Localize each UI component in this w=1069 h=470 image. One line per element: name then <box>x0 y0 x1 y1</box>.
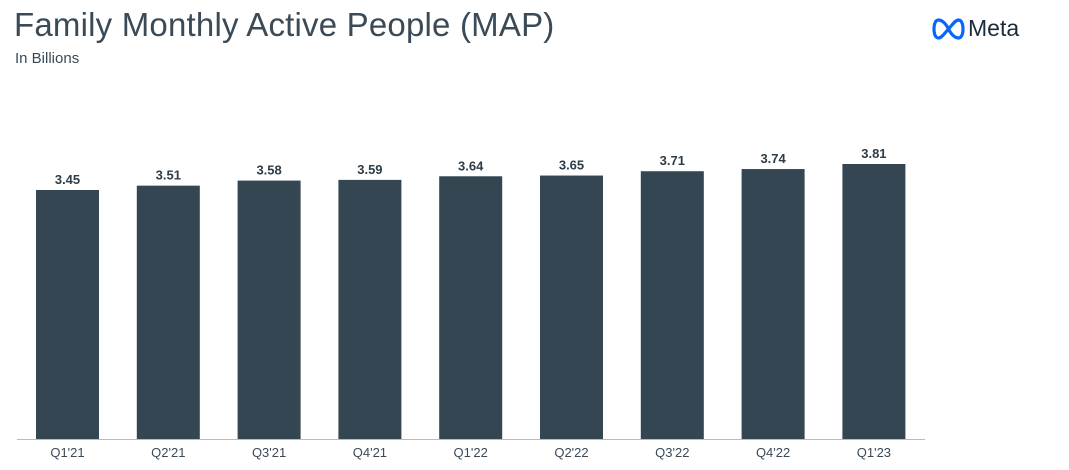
tick-label-0: Q1'21 <box>50 445 84 460</box>
data-label-0: 3.45 <box>55 172 80 187</box>
bar-3 <box>338 179 402 439</box>
meta-infinity-logo-icon <box>932 17 965 40</box>
tick-label-4: Q1'22 <box>454 445 488 460</box>
chart-title: Family Monthly Active People (MAP) <box>14 6 555 43</box>
tick-label-2: Q3'21 <box>252 445 286 460</box>
bar-5 <box>540 175 603 439</box>
brand-logo: Meta <box>932 15 1019 42</box>
tick-label-7: Q4'22 <box>756 445 790 460</box>
data-label-8: 3.81 <box>861 146 886 161</box>
brand-name: Meta <box>968 15 1020 41</box>
bar-2 <box>237 180 301 439</box>
bar-7 <box>741 169 805 439</box>
data-label-6: 3.71 <box>660 153 685 168</box>
tick-label-6: Q3'22 <box>655 445 689 460</box>
data-label-2: 3.58 <box>256 163 281 178</box>
data-label-4: 3.64 <box>458 158 484 173</box>
tick-label-1: Q2'21 <box>151 445 185 460</box>
bar-8 <box>842 164 906 439</box>
bar-4 <box>439 176 503 440</box>
tick-label-3: Q4'21 <box>353 445 387 460</box>
data-label-5: 3.65 <box>559 158 584 173</box>
chart-subtitle: In Billions <box>15 50 80 67</box>
data-label-7: 3.74 <box>760 151 786 166</box>
tick-label-5: Q2'22 <box>554 445 588 460</box>
data-label-1: 3.51 <box>156 168 181 183</box>
bar-0 <box>36 189 99 439</box>
bar-1 <box>136 185 200 439</box>
data-label-3: 3.59 <box>357 162 382 177</box>
bar-6 <box>640 171 704 440</box>
tick-label-8: Q1'23 <box>857 445 891 460</box>
